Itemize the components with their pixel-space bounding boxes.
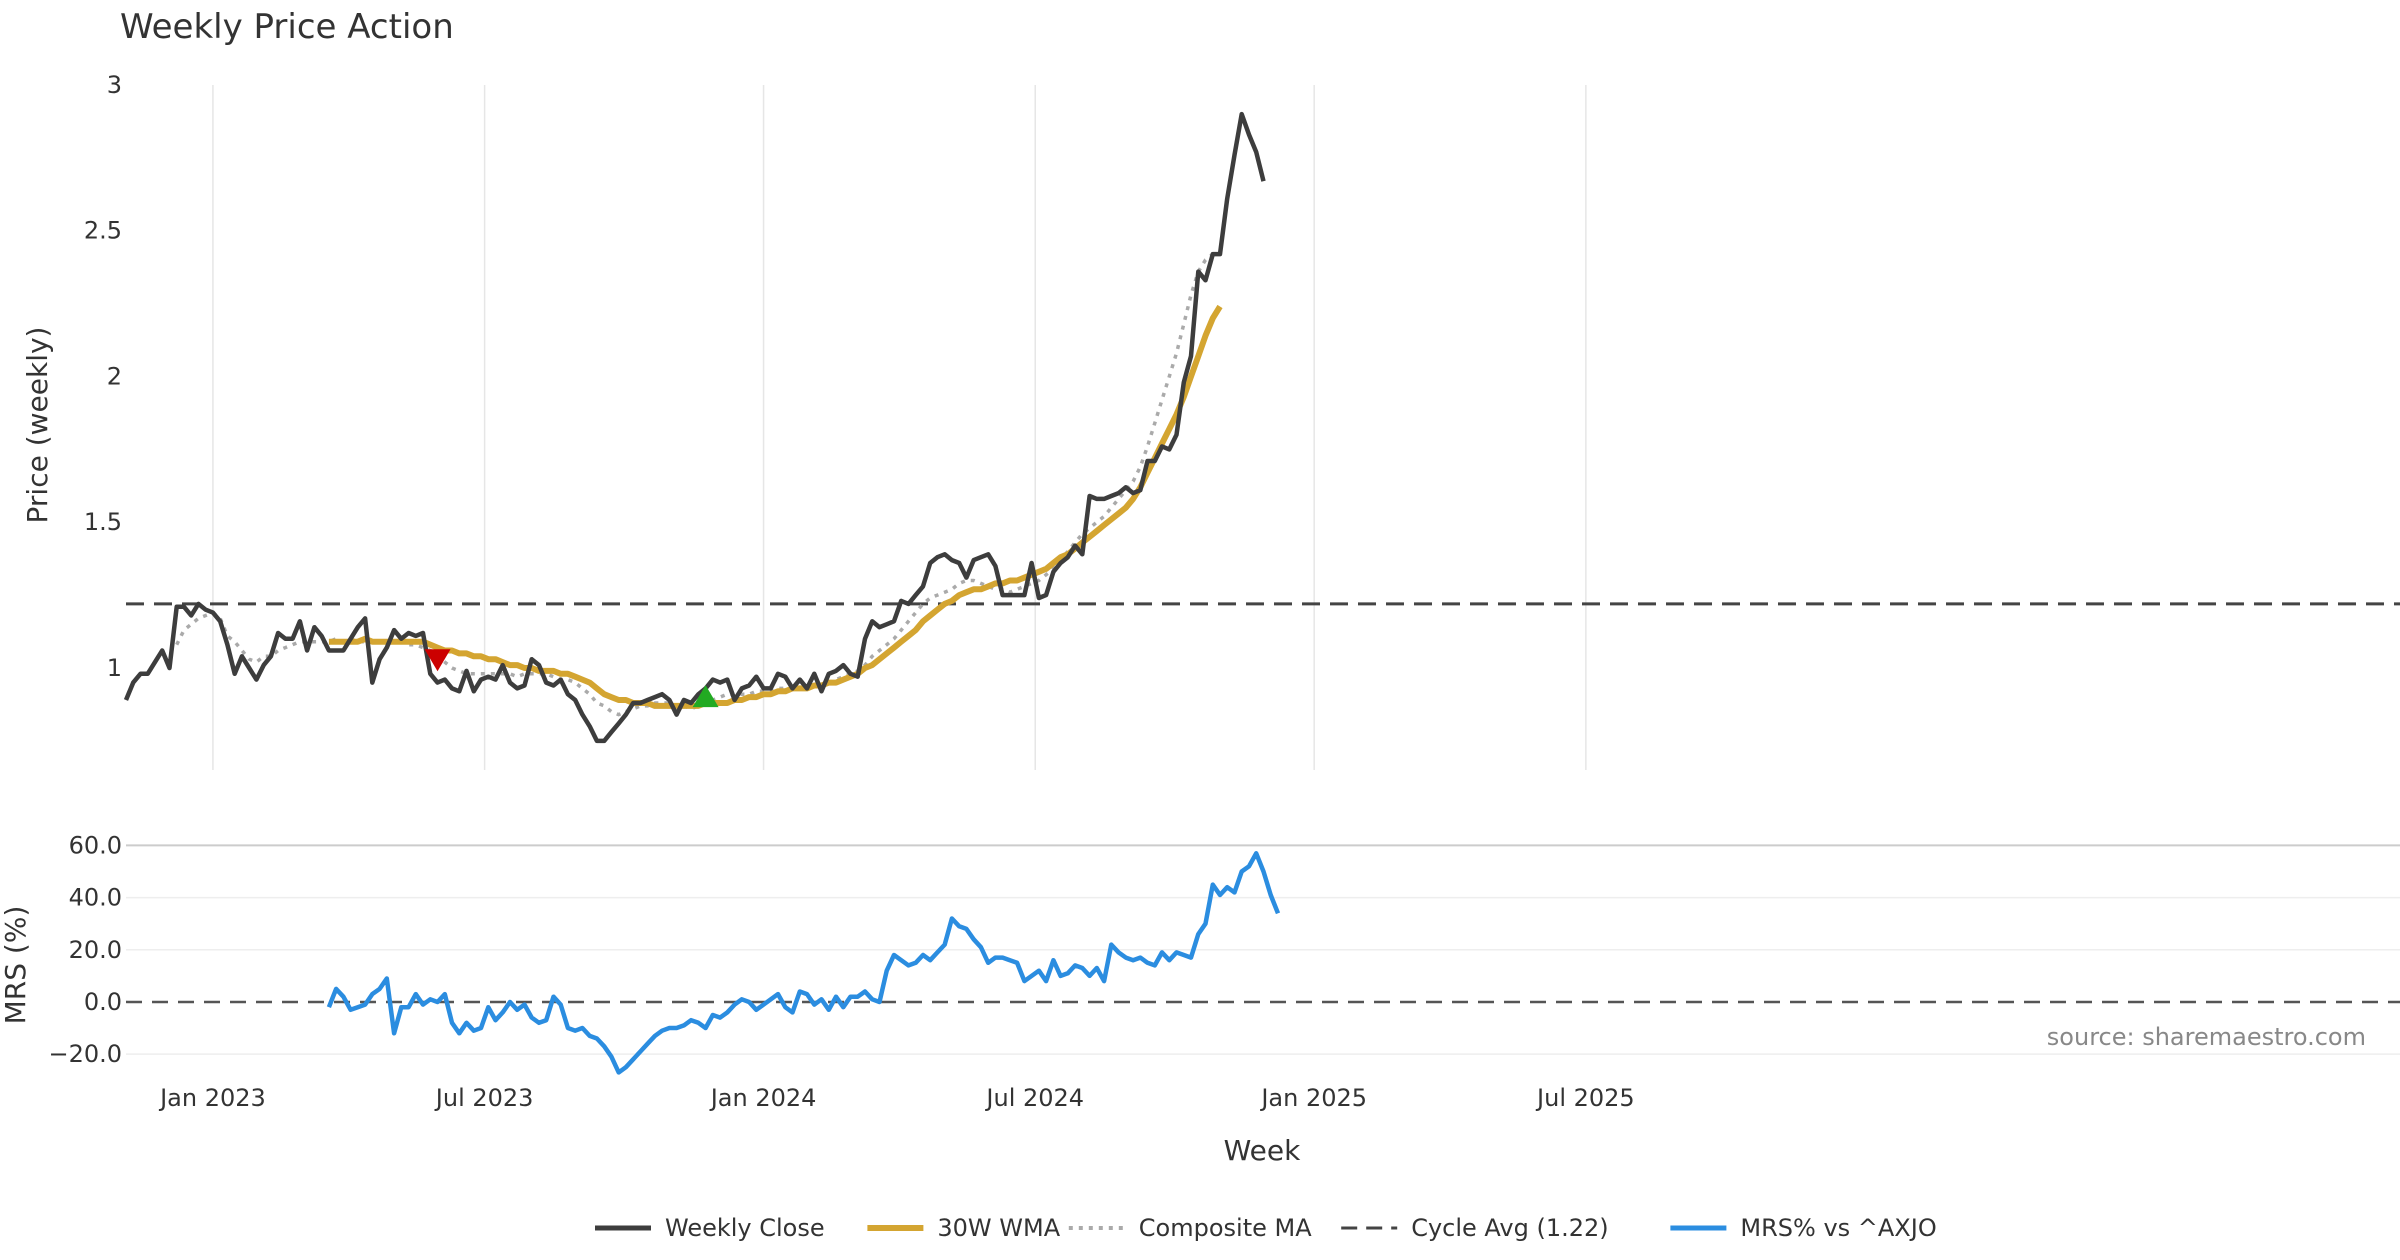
legend: Weekly Close 30W WMA Composite MA Cycle Avg… [595, 1214, 1937, 1242]
weekly-close-series [123, 111, 1266, 744]
legend-item: Composite MA [1068, 1214, 1312, 1242]
price-y-tick-label: 1.5 [84, 508, 122, 536]
price-panel: 1 1.5 2 2.5 3 Price (weekly) [21, 71, 2400, 770]
mrs-panel: 60.0 40.0 20.0 0.0 −20.0 MRS (%) source: sha… [0, 831, 2400, 1075]
legend-item: 30W WMA [867, 1214, 1061, 1242]
composite-ma-series [175, 252, 1214, 717]
price-y-ticks: 1 1.5 2 2.5 3 [84, 71, 122, 682]
legend-item: MRS% vs ^AXJO [1670, 1214, 1937, 1242]
legend-label: Weekly Close [665, 1214, 825, 1242]
price-gridlines [212, 85, 1587, 770]
price-y-axis-label: Price (weekly) [21, 327, 54, 524]
mrs-y-axis-label: MRS (%) [0, 906, 32, 1025]
x-axis-ticks: Jan 2023 Jul 2023 Jan 2024 Jul 2024 Jan 2025… [158, 1084, 1635, 1112]
mrs-y-tick-label: 60.0 [69, 831, 122, 859]
price-y-tick-label: 2.5 [84, 217, 122, 245]
legend-label: Composite MA [1139, 1214, 1312, 1242]
x-axis-label: Week [1224, 1134, 1301, 1167]
mrs-y-tick-label: 20.0 [69, 936, 122, 964]
price-y-tick-label: 3 [107, 71, 122, 99]
x-tick-label: Jul 2024 [984, 1084, 1084, 1112]
legend-label: 30W WMA [937, 1214, 1060, 1242]
x-tick-label: Jan 2025 [1259, 1084, 1367, 1112]
x-tick-label: Jul 2025 [1535, 1084, 1635, 1112]
legend-label: Cycle Avg (1.22) [1411, 1214, 1608, 1242]
legend-item: Cycle Avg (1.22) [1341, 1214, 1609, 1242]
source-note: source: sharemaestro.com [2047, 1023, 2366, 1051]
buy-signal-marker [692, 685, 719, 708]
price-y-tick-label: 1 [107, 654, 122, 682]
x-tick-label: Jan 2024 [709, 1084, 817, 1112]
chart-title: Weekly Price Action [120, 7, 454, 47]
sell-signal-marker [424, 649, 451, 672]
legend-label: MRS% vs ^AXJO [1740, 1214, 1936, 1242]
signal-markers [424, 649, 719, 708]
mrs-series [326, 851, 1281, 1075]
mrs-y-tick-label: −20.0 [48, 1040, 122, 1068]
mrs-y-ticks: 60.0 40.0 20.0 0.0 −20.0 [48, 831, 122, 1068]
x-tick-label: Jan 2023 [158, 1084, 266, 1112]
legend-item: Weekly Close [595, 1214, 825, 1242]
mrs-y-tick-label: 0.0 [84, 988, 122, 1016]
x-tick-label: Jul 2023 [434, 1084, 534, 1112]
price-y-tick-label: 2 [107, 362, 122, 390]
mrs-y-tick-label: 40.0 [69, 884, 122, 912]
